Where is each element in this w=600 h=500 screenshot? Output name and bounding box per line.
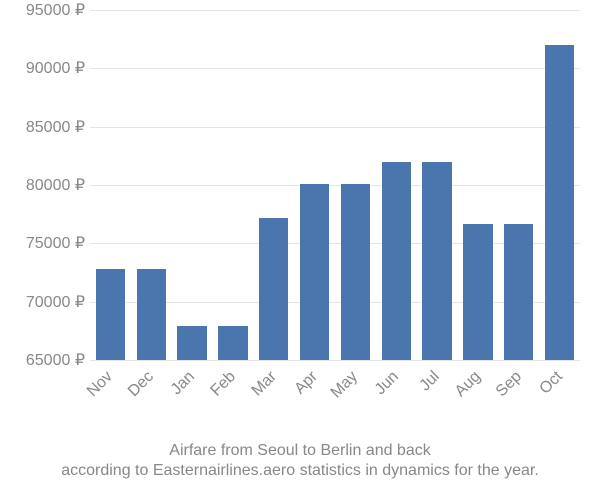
y-tick-label: 90000 ₽	[26, 58, 85, 78]
gridline	[90, 68, 580, 69]
y-tick-label: 80000 ₽	[26, 175, 85, 195]
x-tick-label: Nov	[84, 368, 117, 401]
x-tick-label: Aug	[452, 368, 485, 401]
x-tick-label: Oct	[536, 368, 566, 398]
y-tick-label: 70000 ₽	[26, 292, 85, 312]
y-tick-label: 75000 ₽	[26, 233, 85, 253]
x-tick-label: Jan	[168, 368, 199, 399]
bar	[341, 184, 370, 360]
gridline	[90, 360, 580, 361]
x-tick-label: Apr	[291, 368, 321, 398]
bar	[259, 218, 288, 360]
x-tick-label: Mar	[248, 368, 280, 400]
bar	[504, 224, 533, 361]
bar	[96, 269, 125, 360]
y-tick-label: 85000 ₽	[26, 117, 85, 137]
bar	[300, 184, 329, 360]
airfare-bar-chart: Airfare from Seoul to Berlin and back ac…	[0, 0, 600, 500]
gridline	[90, 185, 580, 186]
y-tick-label: 95000 ₽	[26, 0, 85, 20]
y-tick-label: 65000 ₽	[26, 350, 85, 370]
bar	[382, 162, 411, 360]
bar	[422, 162, 451, 360]
bar	[177, 326, 206, 360]
bar	[545, 45, 574, 360]
caption-line-1: Airfare from Seoul to Berlin and back	[0, 442, 600, 460]
x-tick-label: Dec	[125, 368, 158, 401]
caption-line-2: according to Easternairlines.aero statis…	[0, 462, 600, 480]
x-tick-label: Sep	[493, 368, 526, 401]
x-tick-label: Jun	[372, 368, 403, 399]
x-tick-label: Jul	[417, 368, 444, 395]
bar	[137, 269, 166, 360]
bar	[463, 224, 492, 361]
x-tick-label: Feb	[207, 368, 239, 400]
bar	[218, 326, 247, 360]
gridline	[90, 127, 580, 128]
gridline	[90, 10, 580, 11]
x-tick-label: May	[328, 368, 362, 402]
